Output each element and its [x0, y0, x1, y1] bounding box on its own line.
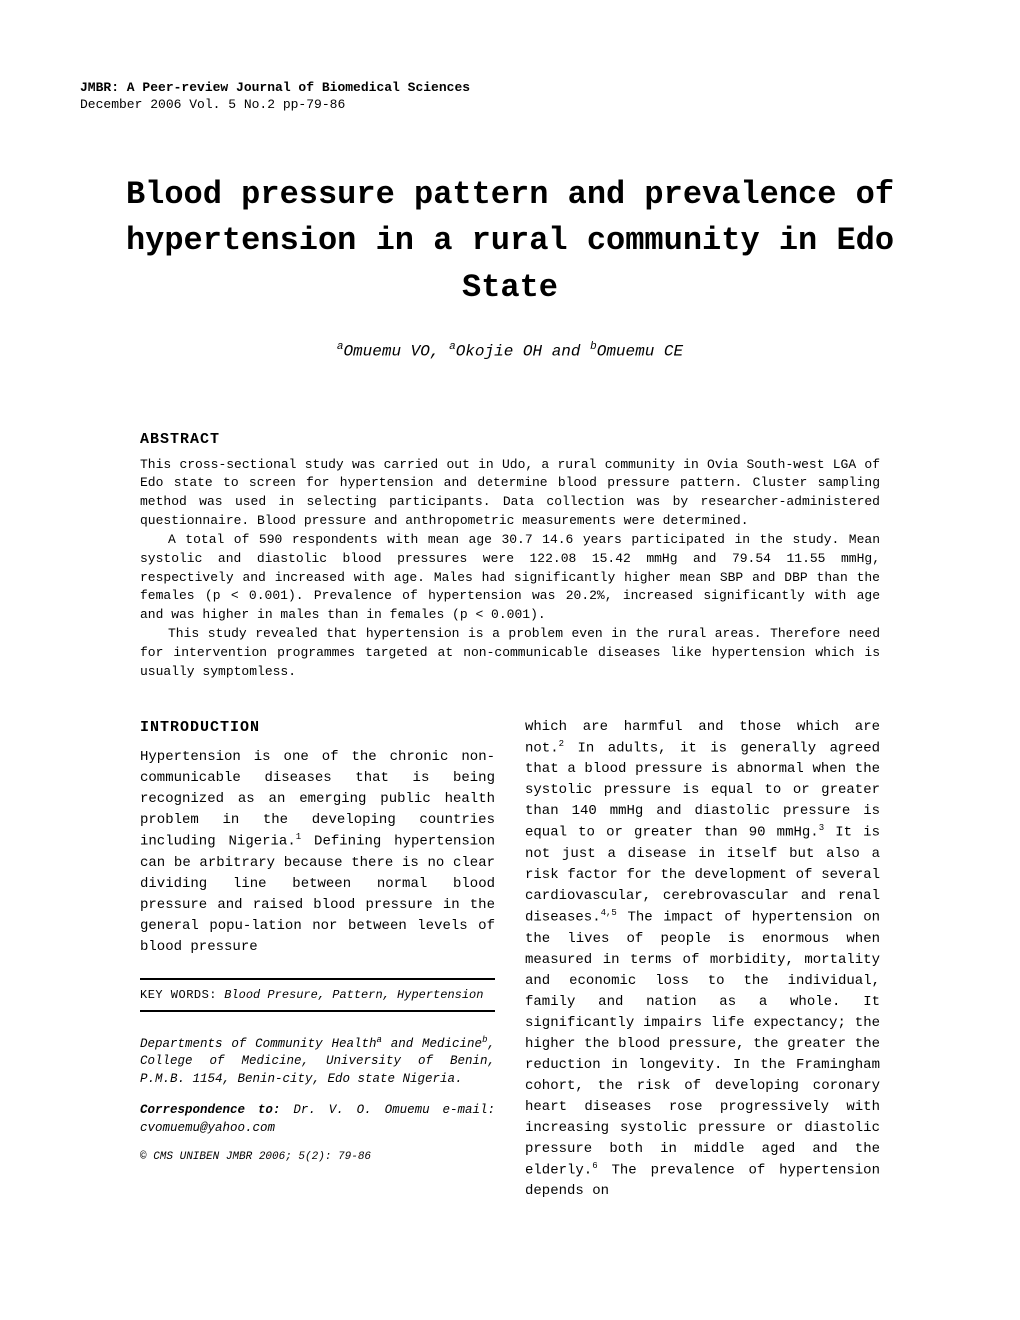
authors: aOmuemu VO, aOkojie OH and bOmuemu CE	[80, 341, 940, 360]
article-title: Blood pressure pattern and prevalence of…	[100, 172, 920, 311]
correspondence: Correspondence to: Dr. V. O. Omuemu e-ma…	[140, 1102, 495, 1137]
keywords: KEY WORDS: Blood Presure, Pattern, Hyper…	[140, 986, 495, 1004]
abstract-body: This cross-sectional study was carried o…	[140, 456, 880, 682]
abstract-p1: This cross-sectional study was carried o…	[140, 456, 880, 531]
copyright: © CMS UNIBEN JMBR 2006; 5(2): 79-86	[140, 1149, 495, 1166]
journal-name: JMBR: A Peer-review Journal of Biomedica…	[80, 80, 940, 95]
left-column: INTRODUCTION Hypertension is one of the …	[140, 717, 495, 1203]
divider-bottom	[140, 1010, 495, 1012]
journal-issue: December 2006 Vol. 5 No.2 pp-79-86	[80, 97, 940, 112]
abstract-section: ABSTRACT This cross-sectional study was …	[140, 431, 880, 682]
introduction-right-text: which are harmful and those which are no…	[525, 717, 880, 1203]
introduction-left-text: Hypertension is one of the chronic non-c…	[140, 747, 495, 958]
abstract-heading: ABSTRACT	[140, 431, 880, 448]
correspondence-label: Correspondence to:	[140, 1103, 280, 1117]
body-columns: INTRODUCTION Hypertension is one of the …	[140, 717, 880, 1203]
departments: Departments of Community Healtha and Med…	[140, 1034, 495, 1089]
divider-top	[140, 978, 495, 980]
keywords-label: KEY WORDS:	[140, 988, 217, 1002]
introduction-heading: INTRODUCTION	[140, 717, 495, 740]
right-column: which are harmful and those which are no…	[525, 717, 880, 1203]
abstract-p2: A total of 590 respondents with mean age…	[140, 531, 880, 625]
abstract-p3: This study revealed that hypertension is…	[140, 625, 880, 682]
keywords-text: Blood Presure, Pattern, Hypertension	[224, 988, 483, 1002]
left-column-footer: KEY WORDS: Blood Presure, Pattern, Hyper…	[140, 978, 495, 1166]
